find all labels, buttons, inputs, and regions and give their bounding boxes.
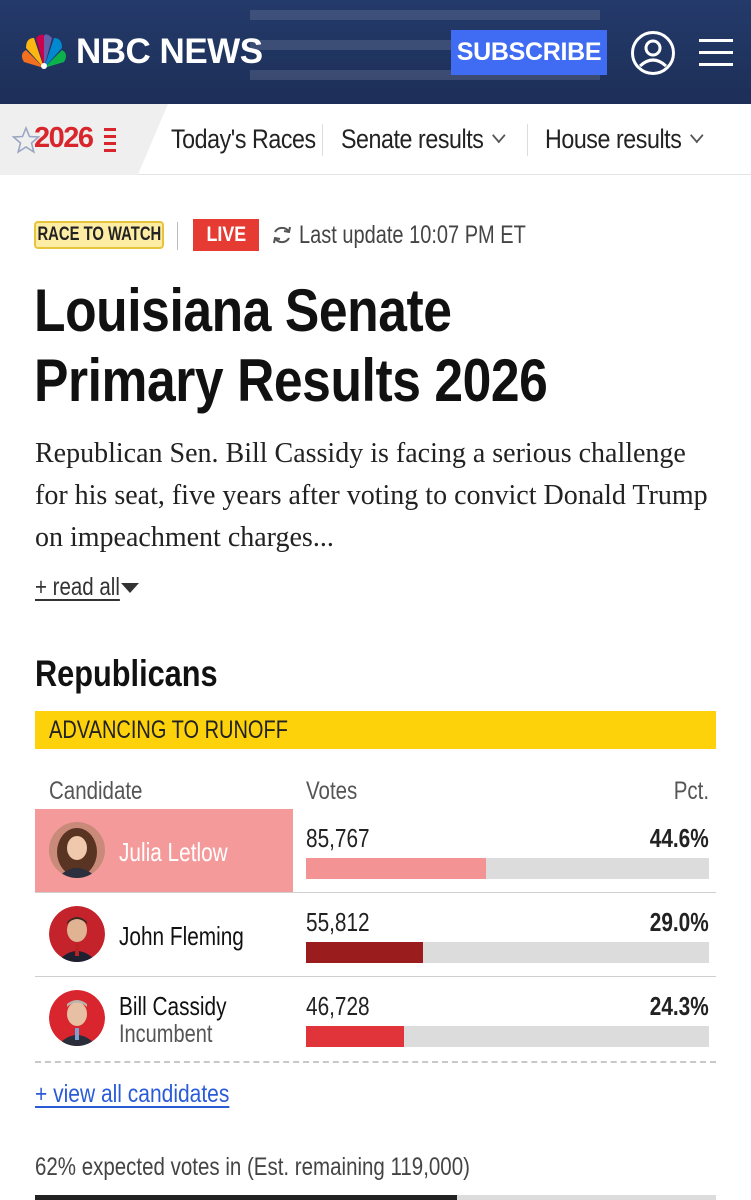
page-title: Louisiana Senate Primary Results 2026 [34, 277, 548, 414]
flag-stripes-decoration [250, 10, 600, 80]
refresh-icon [273, 226, 291, 244]
nav-senate-results[interactable]: Senate results [341, 104, 506, 175]
site-header: NBC NEWS SUBSCRIBE [0, 0, 751, 104]
row-divider [35, 892, 716, 893]
incumbent-label: Incumbent [119, 1020, 213, 1048]
candidate-name: Bill Cassidy [119, 991, 227, 1021]
avatar [49, 990, 105, 1046]
nbc-peacock-icon [21, 34, 67, 69]
nav-divider [322, 124, 323, 156]
vote-share-bar [306, 858, 709, 879]
user-icon[interactable] [630, 30, 676, 76]
candidate-votes: 46,728 [306, 991, 370, 1021]
candidate-name: John Fleming [119, 921, 244, 951]
candidate-name: Julia Letlow [119, 837, 228, 867]
expected-votes-text: 62% expected votes in (Est. remaining 11… [35, 1153, 470, 1181]
candidate-pct: 24.3% [650, 991, 709, 1021]
subscribe-button[interactable]: SUBSCRIBE [451, 30, 607, 75]
candidate-row[interactable]: Julia Letlow 85,767 44.6% [35, 809, 716, 893]
view-all-candidates-link[interactable]: + view all candidates [35, 1080, 230, 1108]
race-description: Republican Sen. Bill Cassidy is facing a… [35, 438, 708, 553]
read-all-link[interactable]: + read all [35, 573, 120, 601]
column-header-pct: Pct. [673, 777, 709, 805]
race-badge-label: RACE TO WATCH [37, 224, 161, 245]
caret-down-icon[interactable] [121, 583, 139, 593]
nav-todays-races[interactable]: Today's Races [171, 104, 316, 175]
live-label: LIVE [206, 223, 246, 246]
vote-share-bar [306, 1026, 709, 1047]
menu-icon[interactable] [699, 37, 733, 67]
live-badge: LIVE [193, 219, 259, 251]
nav-item-label: House results [545, 124, 682, 154]
nbc-news-logo[interactable]: NBC NEWS [18, 30, 263, 74]
candidate-votes: 55,812 [306, 907, 370, 937]
column-header-candidate: Candidate [49, 777, 143, 805]
vote-share-fill [306, 858, 486, 879]
vote-share-fill [306, 942, 423, 963]
candidate-row[interactable]: Bill Cassidy Incumbent 46,728 24.3% [35, 977, 716, 1061]
last-update-text: Last update 10:07 PM ET [299, 221, 526, 249]
chevron-down-icon [491, 127, 506, 144]
elections-2026-badge[interactable]: 2026 [0, 104, 168, 175]
star-icon [12, 126, 40, 154]
row-divider [35, 976, 716, 977]
vote-share-bar [306, 942, 709, 963]
column-header-votes: Votes [306, 777, 358, 805]
candidate-pct: 29.0% [650, 907, 709, 937]
nav-house-results[interactable]: House results [545, 104, 704, 175]
meta-divider [177, 222, 178, 250]
runoff-banner: ADVANCING TO RUNOFF [35, 711, 716, 749]
runoff-banner-label: ADVANCING TO RUNOFF [49, 715, 288, 744]
expected-votes-fill [35, 1195, 458, 1200]
brand-wordmark: NBC NEWS [76, 32, 263, 71]
avatar [49, 822, 105, 878]
party-heading: Republicans [35, 653, 218, 694]
avatar [49, 906, 105, 962]
election-year: 2026 [34, 122, 94, 154]
expected-votes-bar [35, 1195, 716, 1200]
race-to-watch-badge: RACE TO WATCH [34, 221, 164, 249]
candidate-pct: 44.6% [650, 823, 709, 853]
nav-item-label: Senate results [341, 124, 484, 154]
vote-share-fill [306, 1026, 404, 1047]
candidate-votes: 85,767 [306, 823, 370, 853]
candidate-row[interactable]: John Fleming 55,812 29.0% [35, 893, 716, 977]
elections-nav: 2026 Today's Races Senate results House … [0, 104, 751, 175]
chevron-down-icon [689, 127, 704, 144]
flag-bars-icon [104, 128, 116, 152]
dashed-divider [35, 1061, 716, 1063]
nav-item-label: Today's Races [171, 124, 316, 154]
nav-divider [527, 124, 528, 156]
